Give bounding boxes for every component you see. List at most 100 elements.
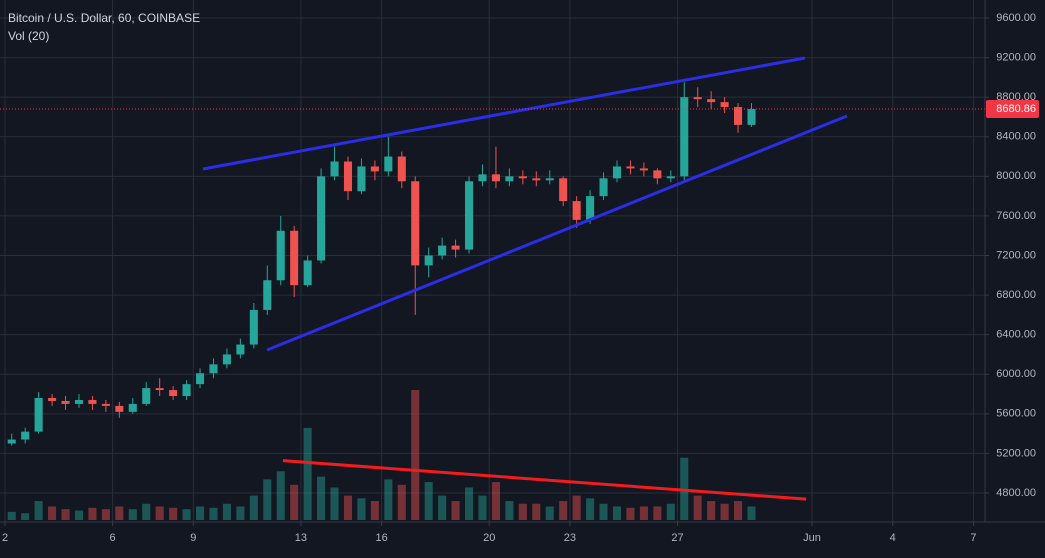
volume-bar [451, 501, 460, 520]
candle-body [7, 439, 16, 444]
candle-body [411, 181, 420, 266]
candle-body [693, 97, 702, 100]
grid [0, 0, 985, 522]
y-tick-label: 9600.00 [996, 12, 1036, 24]
volume-bar [34, 501, 43, 520]
candle-body [249, 309, 258, 345]
volume-bar [424, 482, 433, 520]
trend-line [282, 459, 807, 501]
candle-body [142, 388, 151, 404]
current-price-label: 8680.86 [996, 103, 1036, 115]
trend-lines [0, 56, 985, 501]
candle-body [101, 403, 110, 406]
volume-bar [411, 390, 420, 520]
y-tick-label: 7600.00 [996, 210, 1036, 222]
candle-body [599, 178, 608, 197]
volume-bar [209, 507, 218, 520]
candle-body [290, 230, 299, 286]
volume-bar [142, 503, 151, 520]
volume-bar [115, 506, 124, 520]
volume-bar [612, 506, 622, 520]
candle-body [343, 161, 353, 192]
candle-body [451, 245, 460, 250]
volume-bar [707, 501, 716, 520]
candle-body [734, 107, 743, 125]
volume-bar [155, 506, 164, 520]
y-tick-label: 6000.00 [996, 368, 1036, 380]
axes: 4800.00 5200.00 5600.00 6000.00 6400.00 6800.… [2, 12, 1039, 544]
candle-body [48, 397, 57, 401]
x-tick-label: 7 [970, 532, 976, 544]
candle-body [88, 399, 97, 404]
x-tick-label: 4 [890, 532, 896, 544]
volume-bar [720, 503, 729, 520]
y-tick-label: 4800.00 [996, 487, 1036, 499]
volume-bar [465, 487, 474, 520]
volume-bar [491, 482, 500, 520]
x-tick-label: Jun [803, 532, 821, 544]
volume-bar [478, 495, 487, 520]
candle-body [317, 176, 326, 261]
y-tick-label: 6400.00 [996, 329, 1036, 341]
candle-body [155, 388, 164, 391]
current-price-box [986, 99, 1039, 118]
volume-bar [48, 506, 57, 520]
volume-bar [21, 513, 30, 520]
volume-bar [182, 509, 191, 520]
candle-body [491, 174, 500, 182]
candle-body [720, 102, 729, 108]
volume-bar [357, 498, 366, 520]
y-tick-label: 6800.00 [996, 289, 1036, 301]
volume-bar [330, 487, 339, 520]
x-tick-label: 16 [375, 532, 387, 544]
x-tick-label: 20 [483, 532, 495, 544]
candle-body [34, 397, 43, 432]
volume-bar [88, 507, 97, 520]
trend-line [266, 114, 848, 352]
candle-body [438, 245, 447, 256]
candle-body [303, 260, 312, 286]
candle-body [559, 178, 568, 202]
volume-bar [236, 506, 245, 520]
x-tick-label: 23 [564, 532, 576, 544]
volume-bar [61, 509, 70, 520]
volume-bar [545, 506, 554, 520]
volume-bar [263, 479, 272, 520]
volume-bar [653, 506, 662, 520]
candle-body [276, 230, 285, 281]
volume-bar [74, 510, 84, 520]
candle-body [680, 97, 689, 177]
volume-bar [734, 501, 743, 520]
candle-body [222, 354, 231, 365]
volume-bar [599, 503, 608, 520]
candle-body [707, 99, 716, 103]
y-tick-label: 5600.00 [996, 408, 1036, 420]
candle-body [572, 201, 581, 220]
candle-body [128, 403, 137, 412]
trend-line [202, 56, 806, 171]
volume-bar [169, 507, 178, 520]
volume-bar [384, 479, 393, 520]
candle-body [263, 280, 272, 310]
volume-bar [747, 506, 756, 520]
volume-bar [303, 427, 312, 520]
x-tick-label: 9 [190, 532, 196, 544]
x-tick-label: 13 [295, 532, 307, 544]
candle-body [370, 166, 379, 172]
volume-bar [343, 495, 353, 520]
candle-body [424, 255, 433, 266]
volume-bar [249, 495, 258, 520]
candle-body [74, 399, 84, 404]
candle-body [505, 176, 514, 182]
candle-body [747, 109, 756, 125]
volume-bar [518, 503, 527, 520]
volume-bar [586, 498, 595, 520]
candle-body [532, 178, 541, 181]
chart-title: Bitcoin / U.S. Dollar, 60, COINBASE [8, 11, 200, 25]
volume-bar [559, 501, 568, 520]
y-tick-label: 8400.00 [996, 131, 1036, 143]
y-tick-label: 5200.00 [996, 447, 1036, 459]
candle-body [666, 176, 675, 179]
